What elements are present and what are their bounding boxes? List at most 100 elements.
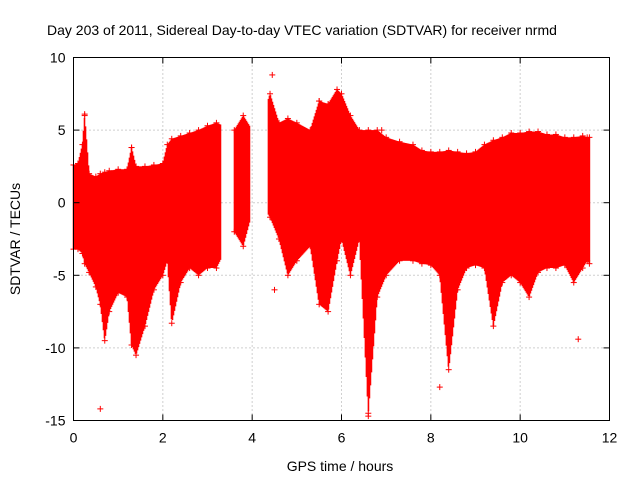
- data-point-max: [159, 160, 166, 167]
- data-point-max: [409, 141, 416, 148]
- data-point-min: [586, 260, 593, 267]
- data-point-min: [133, 352, 140, 359]
- data-point-max: [124, 166, 131, 173]
- data-point-min: [284, 272, 291, 279]
- data-point-min: [427, 262, 434, 269]
- data-point-min: [570, 279, 577, 286]
- data-point-min: [204, 265, 211, 272]
- data-point-max: [356, 127, 363, 134]
- data-point-max: [535, 128, 542, 135]
- data-point-min: [356, 236, 363, 242]
- data-point-min: [490, 323, 497, 330]
- data-point-max: [325, 100, 332, 107]
- data-point-min: [92, 283, 99, 290]
- data-point-min: [579, 265, 586, 272]
- data-point-min: [186, 265, 193, 272]
- data-point-min: [106, 308, 113, 315]
- data-point-outlier: [271, 286, 278, 293]
- data-point-min: [508, 272, 515, 279]
- data-point-min: [267, 214, 274, 221]
- data-point-max: [365, 127, 372, 134]
- data-point-max: [543, 131, 550, 138]
- data-point-outlier: [316, 98, 323, 105]
- data-point-min: [275, 236, 282, 242]
- data-point-min: [347, 272, 354, 279]
- data-point-min: [374, 294, 381, 301]
- data-point-max: [436, 148, 443, 155]
- data-point-min: [463, 265, 470, 272]
- data-point-min: [168, 320, 175, 327]
- data-point-min: [561, 262, 568, 269]
- data-point-max: [133, 163, 140, 170]
- data-point-min: [307, 243, 314, 250]
- data-point-max: [463, 150, 470, 157]
- data-point-max: [490, 137, 497, 144]
- data-point-max: [383, 134, 390, 141]
- data-point-max: [267, 90, 274, 97]
- data-point-min: [101, 337, 108, 344]
- data-point-min: [115, 289, 122, 296]
- data-point-min: [543, 265, 550, 272]
- data-point-min: [316, 301, 323, 308]
- data-point-max: [347, 112, 354, 119]
- data-point-max: [293, 119, 300, 126]
- data-point-max: [552, 131, 559, 138]
- data-point-max: [150, 161, 157, 168]
- y-tick-label: -15: [45, 413, 65, 429]
- data-point-max: [307, 127, 314, 134]
- data-point-max: [186, 130, 193, 137]
- y-tick-label: 0: [58, 195, 66, 211]
- data-point-max: [334, 86, 341, 93]
- x-axis-label: GPS time / hours: [287, 458, 394, 474]
- data-point-min: [74, 246, 81, 253]
- x-tick-label: 10: [512, 430, 528, 446]
- data-point-max: [101, 169, 108, 176]
- data-point-max: [338, 90, 345, 97]
- data-point-outlier: [238, 122, 244, 129]
- x-tick-label: 8: [427, 430, 435, 446]
- x-tick-label: 0: [70, 430, 78, 446]
- data-point-max: [445, 147, 452, 154]
- data-point-outlier: [269, 71, 276, 78]
- data-point-min: [338, 236, 345, 242]
- data-point-max: [508, 130, 515, 137]
- data-point-max: [74, 160, 81, 167]
- data-point-min: [472, 262, 479, 269]
- data-point-max: [92, 173, 99, 180]
- data-point-max: [106, 167, 113, 174]
- data-point-min: [159, 272, 166, 279]
- data-point-min: [293, 257, 300, 264]
- data-point-min: [164, 257, 171, 264]
- data-point-min: [481, 265, 488, 272]
- data-point-max: [177, 132, 184, 139]
- data-point-min: [150, 286, 157, 293]
- data-point-min: [409, 257, 416, 264]
- data-point-max: [79, 141, 86, 148]
- data-point-min: [535, 269, 542, 276]
- data-point-min: [213, 265, 220, 272]
- data-point-max: [472, 148, 479, 155]
- data-point-max: [579, 132, 586, 139]
- y-axis-label: SDTVAR / TECUs: [7, 183, 23, 295]
- data-point-max: [195, 127, 202, 134]
- data-point-max: [204, 122, 211, 129]
- data-point-min: [445, 366, 452, 373]
- data-point-max: [86, 170, 93, 177]
- data-point-min: [177, 279, 184, 286]
- data-point-max: [499, 134, 506, 141]
- data-point-max: [454, 148, 461, 155]
- data-point-min: [383, 272, 390, 279]
- data-point-max: [164, 141, 171, 148]
- data-point-min: [79, 250, 86, 257]
- chart-title: Day 203 of 2011, Sidereal Day-to-day VTE…: [47, 22, 557, 38]
- data-point-max: [561, 134, 568, 141]
- axis-layer: 0 2 4 6 8 10 12 -15 -10 -5 0 5 10: [45, 50, 617, 446]
- data-point-min: [128, 341, 135, 348]
- y-tick-label: -5: [53, 267, 66, 283]
- data-point-max: [427, 148, 434, 155]
- data-point-outlier: [81, 111, 88, 118]
- data-point-max: [240, 112, 247, 119]
- data-point-min: [81, 260, 88, 267]
- x-tick-label: 6: [338, 430, 346, 446]
- data-point-max: [115, 166, 122, 173]
